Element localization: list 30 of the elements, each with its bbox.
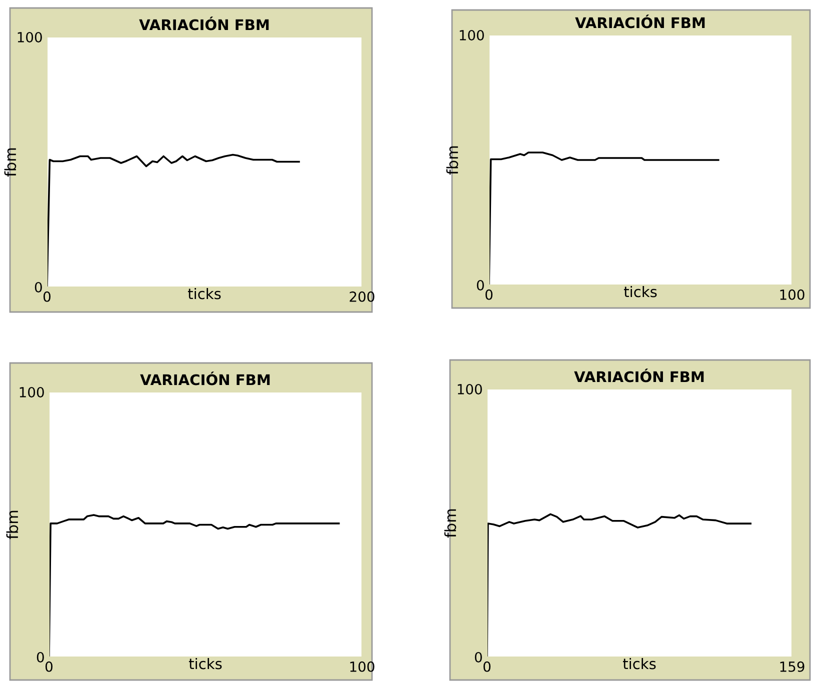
x-axis-title: ticks	[188, 658, 222, 670]
x-tick-label: 0	[45, 661, 52, 672]
line-series	[487, 513, 752, 657]
line-series	[47, 154, 300, 287]
line-series	[49, 514, 340, 657]
y-tick-label: 0	[476, 280, 484, 290]
y-axis-title: fbm	[446, 146, 458, 175]
chart-title: VARIACIÓN FBM	[575, 14, 705, 28]
chart-title: VARIACIÓN FBM	[139, 16, 269, 30]
y-axis-title: fbm	[6, 510, 18, 540]
x-tick-label: 0	[485, 289, 492, 300]
x-axis-title: ticks	[188, 288, 221, 300]
y-tick-label: 100	[20, 386, 44, 398]
y-tick-label: 0	[474, 652, 482, 662]
y-tick-label: 0	[34, 282, 42, 292]
y-tick-label: 100	[460, 30, 484, 40]
x-tick-label: 200	[350, 291, 374, 302]
x-tick-label: 100	[350, 661, 374, 672]
y-axis-title: fbm	[444, 509, 456, 538]
x-tick-label: 100	[780, 289, 804, 300]
y-axis-title: fbm	[4, 148, 16, 177]
chart-title: VARIACIÓN FBM	[140, 372, 270, 386]
x-axis-title: ticks	[624, 286, 657, 298]
chart-title: VARIACIÓN FBM	[574, 368, 704, 382]
y-tick-label: 100	[18, 32, 42, 42]
x-tick-label: 159	[780, 661, 804, 672]
y-tick-label: 100	[458, 384, 482, 394]
line-series	[489, 152, 720, 285]
x-axis-title: ticks	[622, 658, 656, 670]
y-tick-label: 0	[36, 652, 44, 662]
